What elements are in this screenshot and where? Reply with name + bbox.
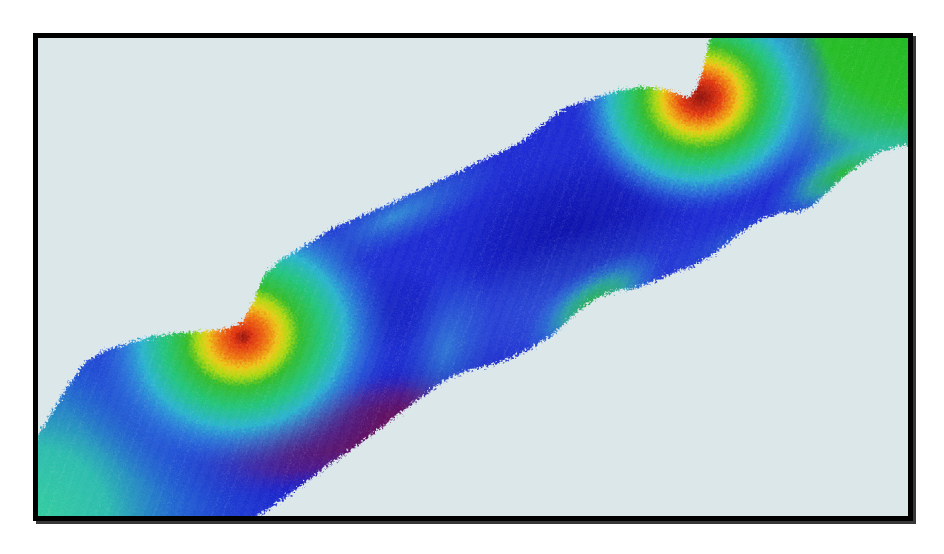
swath-surface — [38, 38, 908, 516]
bathymetry-heatmap — [38, 38, 908, 516]
striation-overlay-coarse — [38, 38, 908, 516]
swath-edge-rim — [38, 38, 908, 516]
plot-frame — [33, 33, 913, 521]
